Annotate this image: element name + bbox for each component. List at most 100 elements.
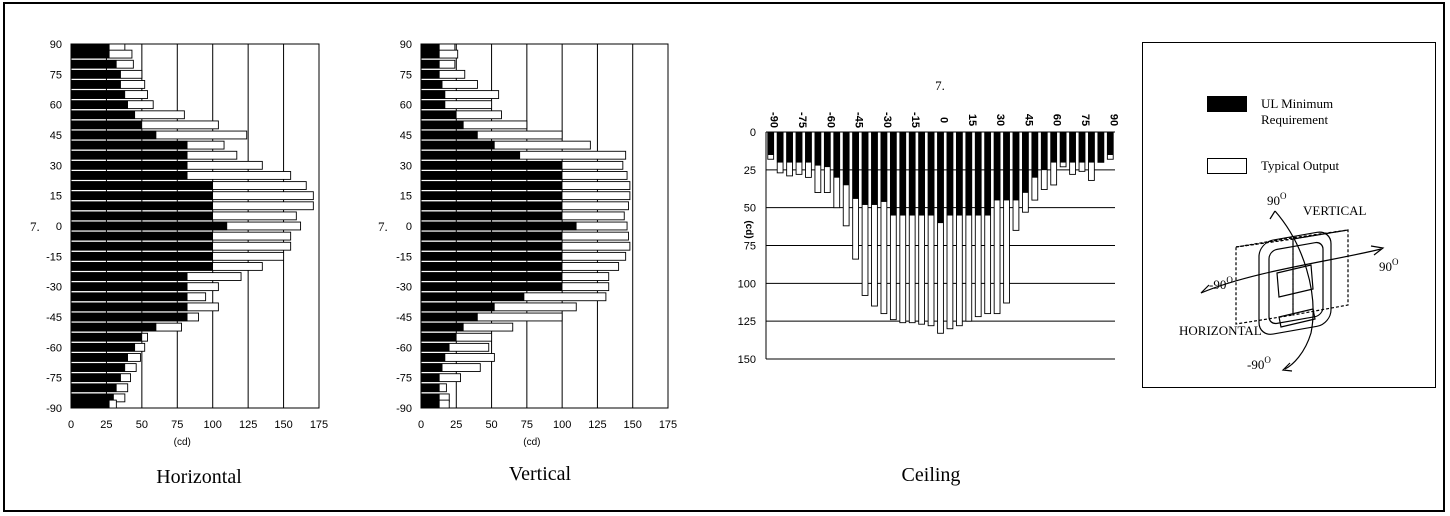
vertical-minimum-bar (420, 110, 457, 120)
horizontal-x-tick-label: 125 (239, 419, 257, 431)
vertical-minimum-bar (420, 282, 563, 291)
horizontal-x-tick-label: 25 (100, 419, 112, 431)
vertical-x-tick-label: 150 (624, 419, 642, 431)
vertical-minimum-bar (420, 120, 464, 130)
ceiling-minimum-bar (975, 131, 982, 216)
horizontal-minimum-bar (70, 302, 188, 312)
legend-label-typical: Typical Output (1261, 158, 1340, 173)
vertical-minimum-bar (420, 363, 443, 372)
horizontal-x-axis-label: (cd) (174, 437, 191, 448)
horizontal-y-tick-label: 75 (50, 69, 62, 81)
horizontal-minimum-bar (70, 161, 188, 170)
ceiling-minimum-bar (927, 131, 935, 216)
ceiling-minimum-bar (1069, 131, 1076, 163)
horizontal-minimum-bar (70, 373, 121, 382)
horizontal-minimum-bar (70, 90, 126, 99)
vertical-minimum-bar (420, 140, 495, 150)
ceiling-chart-caption: Ceiling (901, 464, 961, 486)
ceiling-x-tick-label: 0 (938, 117, 950, 123)
ceiling-y-axis-label: (cd) (743, 220, 754, 238)
horizontal-minimum-bar (70, 282, 188, 291)
angle-bottom-label: -90O (1247, 355, 1271, 372)
vertical-minimum-bar (420, 59, 440, 69)
light-fixture-icon (1235, 229, 1349, 335)
ceiling-minimum-bar (852, 131, 859, 199)
ceiling-minimum-bar (1088, 131, 1095, 163)
horizontal-y-tick-label: -60 (46, 342, 62, 354)
ceiling-x-tick-label: 75 (1079, 114, 1091, 126)
ceiling-minimum-bar (861, 131, 869, 205)
horizontal-minimum-bar (70, 343, 136, 352)
vertical-axis-label: VERTICAL (1303, 203, 1367, 218)
ceiling-minimum-bar (1022, 131, 1029, 193)
vertical-x-tick-label: 125 (588, 419, 606, 431)
ceiling-minimum-bar (871, 131, 878, 205)
horizontal-minimum-bar (70, 130, 157, 140)
horizontal-minimum-bar (70, 353, 128, 362)
vertical-y-tick-label: 90 (400, 39, 412, 51)
vertical-x-tick-label: 50 (485, 419, 497, 431)
vertical-minimum-bar (420, 399, 440, 409)
ceiling-minimum-bar (993, 131, 1001, 201)
ceiling-minimum-bar (1097, 131, 1105, 163)
vertical-y-tick-label: -75 (396, 373, 412, 385)
ceiling-minimum-bar (937, 131, 944, 224)
ceiling-x-tick-label: 15 (966, 114, 978, 126)
vertical-minimum-bar (420, 221, 577, 231)
vertical-y-tick-label: -45 (396, 312, 412, 324)
legend-item-minimum: UL Minimum Requirement (1207, 96, 1333, 128)
rotation-arrows (1200, 210, 1385, 372)
horizontal-y-tick-label: -90 (46, 403, 62, 415)
vertical-y-axis-label: 7. (378, 219, 388, 234)
ceiling-x-tick-label: 60 (1051, 114, 1063, 126)
ceiling-x-axis-label: 7. (935, 78, 945, 93)
horizontal-y-tick-label: -30 (46, 282, 62, 294)
ceiling-minimum-bar (776, 131, 784, 163)
legend-swatch-minimum (1207, 96, 1247, 112)
ceiling-minimum-bar (908, 131, 916, 216)
ceiling-minimum-bar (842, 131, 850, 186)
ceiling-minimum-bar (1012, 131, 1020, 201)
ceiling-minimum-bar (1041, 131, 1048, 171)
horizontal-minimum-bar (70, 110, 136, 120)
horizontal-minimum-bar (70, 150, 188, 160)
vertical-minimum-bar (420, 231, 563, 241)
ceiling-x-tick-label: 90 (1107, 114, 1119, 126)
horizontal-minimum-bar (70, 140, 188, 150)
horizontal-minimum-bar (70, 312, 188, 322)
ceiling-y-tick-label: 0 (750, 127, 756, 139)
ceiling-minimum-bar (984, 131, 991, 216)
vertical-x-tick-label: 75 (521, 419, 533, 431)
ceiling-minimum-bar (767, 131, 774, 156)
ceiling-minimum-bar (899, 131, 906, 216)
vertical-y-tick-label: 60 (400, 100, 412, 112)
vertical-minimum-bar (420, 373, 440, 382)
ceiling-minimum-bar (824, 131, 831, 168)
horizontal-x-tick-label: 175 (310, 419, 328, 431)
horizontal-minimum-bar (70, 332, 143, 342)
vertical-minimum-bar (420, 90, 446, 99)
legend-label-minimum: UL Minimum Requirement (1261, 96, 1334, 127)
horizontal-minimum-bar (70, 231, 214, 241)
ceiling-minimum-bar (814, 131, 822, 166)
legend-swatch-typical (1207, 158, 1247, 174)
vertical-y-tick-label: 30 (400, 160, 412, 172)
horizontal-minimum-bar (70, 201, 214, 211)
horizontal-y-tick-label: 60 (50, 100, 62, 112)
horizontal-chart-caption: Horizontal (156, 466, 242, 488)
horizontal-minimum-bar (70, 80, 121, 89)
ceiling-minimum-bar (1003, 131, 1010, 201)
vertical-x-tick-label: 100 (553, 419, 571, 431)
horizontal-minimum-bar (70, 292, 188, 302)
vertical-minimum-bar (420, 150, 521, 160)
vertical-minimum-bar (420, 383, 440, 393)
ceiling-x-tick-label: -45 (853, 112, 865, 128)
horizontal-y-axis-label: 7. (30, 219, 40, 234)
ceiling-minimum-bar (1059, 131, 1067, 163)
vertical-minimum-bar (420, 292, 525, 302)
angle-right-label: 90O (1379, 257, 1399, 274)
vertical-y-tick-label: -30 (396, 282, 412, 294)
horizontal-x-tick-label: 75 (171, 419, 183, 431)
vertical-x-axis-label: (cd) (523, 437, 540, 448)
